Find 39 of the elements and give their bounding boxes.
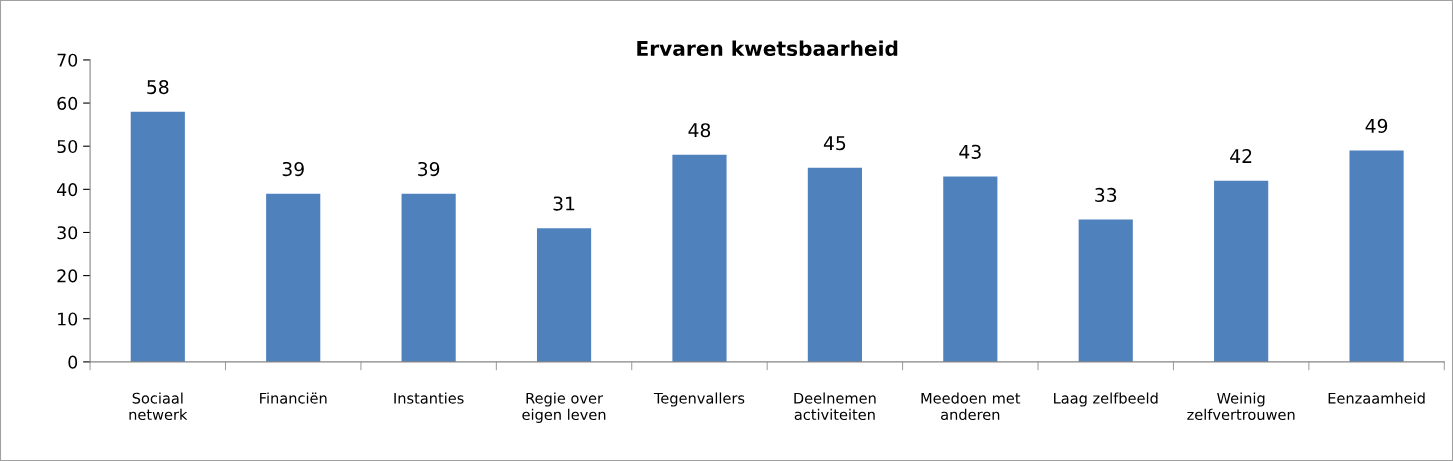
data-label: 45 (823, 136, 846, 151)
data-label: 43 (959, 144, 981, 159)
y-tick-label: 10 (58, 312, 78, 326)
data-label: 31 (553, 196, 575, 211)
data-label: 58 (147, 79, 169, 95)
x-tick-label: Laag zelfbeeld (1054, 392, 1158, 407)
bar (266, 193, 321, 362)
bar (130, 111, 185, 362)
bar (536, 228, 592, 362)
bar (1214, 180, 1269, 362)
y-tick-label: 70 (57, 53, 78, 67)
data-label: 42 (1230, 149, 1252, 163)
x-tick-label: Meedoen met anderen (921, 392, 1021, 421)
bar (1349, 150, 1404, 362)
x-tick-label: Eenzaamheid (1328, 392, 1425, 404)
bar (1078, 219, 1133, 362)
x-tick-label: Regie over eigen leven (522, 392, 606, 423)
x-tick-label: Instanties (394, 392, 464, 404)
chart-title: Ervaren kwetsbaarheid (637, 40, 898, 57)
data-label: 49 (1365, 118, 1388, 133)
y-tick-label: 40 (57, 183, 78, 197)
bar (943, 176, 998, 362)
bar (672, 154, 727, 362)
x-tick-label: Deelnemen activiteiten (794, 392, 876, 421)
x-tick-label: Sociaal netwerk (129, 392, 188, 421)
y-tick-label: 50 (57, 139, 78, 154)
x-tick-label: Tegenvallers (653, 392, 745, 407)
data-label: 33 (1095, 187, 1117, 203)
data-label: 48 (688, 123, 711, 138)
bar (807, 167, 862, 362)
x-tick-label: Financiën (260, 392, 327, 404)
y-tick-label: 20 (57, 269, 78, 283)
y-tick-label: 30 (57, 226, 78, 240)
bar (401, 193, 456, 362)
y-tick-label: 0 (68, 355, 78, 369)
data-label: 39 (418, 161, 440, 177)
y-tick-label: 60 (57, 96, 78, 110)
x-tick-label: Weinig zelfvertrouwen (1187, 392, 1295, 421)
data-label: 39 (282, 161, 304, 177)
